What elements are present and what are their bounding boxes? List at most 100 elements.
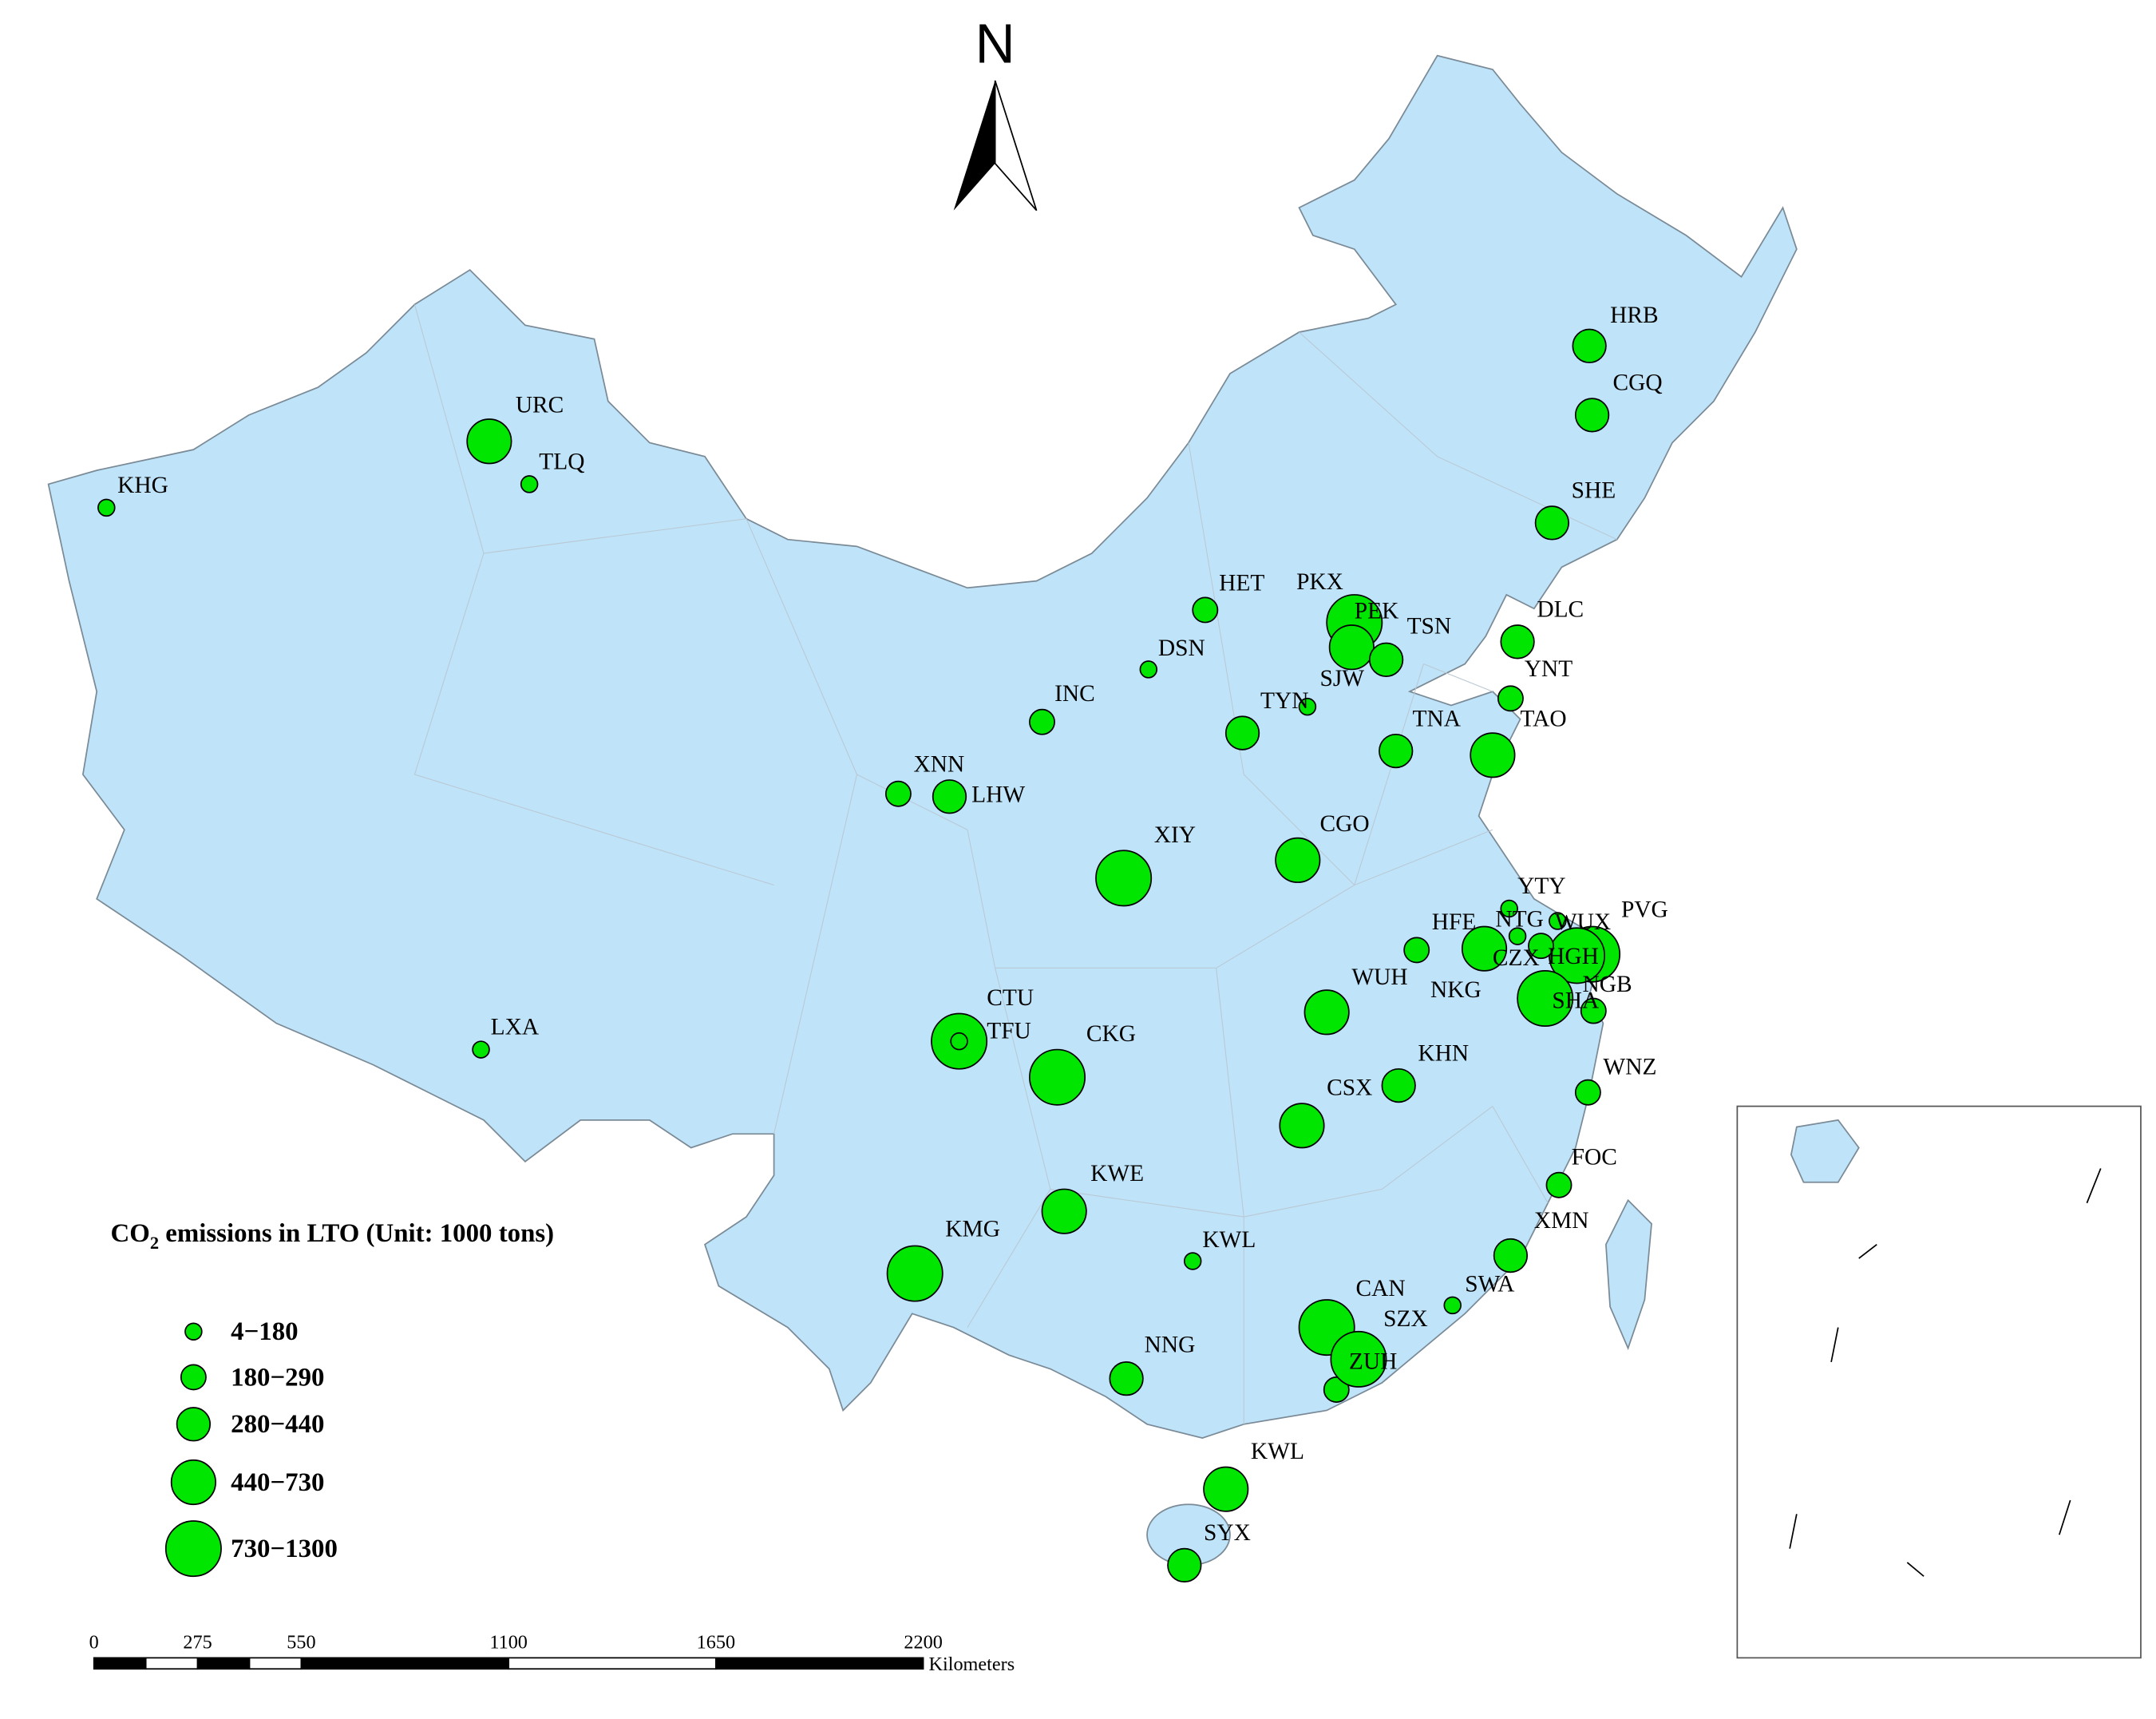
airport-label: CZX — [1493, 945, 1540, 971]
airport-label: LHW — [971, 782, 1025, 808]
airport-marker — [1461, 925, 1508, 972]
legend-label: 280−440 — [231, 1410, 324, 1439]
airport-label: HGH — [1548, 944, 1599, 969]
airport-marker — [1381, 1067, 1416, 1103]
airport-marker — [1029, 1048, 1086, 1106]
airport-label: HET — [1219, 571, 1264, 596]
airport-marker — [1095, 850, 1153, 907]
airport-label: CGO — [1319, 811, 1369, 837]
airport-marker — [1493, 1238, 1529, 1273]
airport-marker — [1323, 1376, 1350, 1403]
basemap — [47, 54, 2142, 1659]
scale-tick-label: 0 — [89, 1631, 99, 1653]
airport-label: CSX — [1327, 1075, 1372, 1101]
airport-label: YTY — [1517, 873, 1565, 899]
airport-label: TYN — [1260, 688, 1308, 714]
taiwan — [1605, 1198, 1652, 1350]
scale-segment — [508, 1657, 717, 1670]
airport-label: YNT — [1525, 656, 1572, 682]
airport-label: CTU — [987, 985, 1034, 1011]
airport-label: CGQ — [1613, 370, 1663, 396]
airport-label: LXA — [491, 1015, 540, 1040]
legend-label: 440−730 — [231, 1468, 324, 1497]
inset-frame — [1736, 1105, 2142, 1659]
airport-label: SHE — [1572, 478, 1616, 504]
legend-title-part: CO — [111, 1219, 150, 1248]
airport-marker — [884, 780, 912, 807]
province-borders — [413, 304, 1617, 1424]
airport-label: TSN — [1407, 613, 1452, 639]
airports: HRB CGQ SHE URC TLQ KHG HET PKX PEK TSN SJW TYN DLC D… — [97, 303, 1668, 1583]
scale-tick-label: 1100 — [489, 1631, 528, 1653]
legend-symbol — [176, 1407, 212, 1442]
airport-marker — [1328, 624, 1375, 671]
legend-symbol — [180, 1364, 207, 1391]
airport-label: WNZ — [1603, 1055, 1656, 1080]
airport-label: PVG — [1621, 897, 1668, 922]
legend-title-sub: 2 — [150, 1233, 159, 1253]
inset-hainan — [1790, 1119, 1860, 1183]
airport-label: SYX — [1204, 1520, 1251, 1546]
airport-marker — [1500, 624, 1535, 659]
airport-marker — [1041, 1188, 1087, 1234]
scale-segment — [248, 1657, 303, 1670]
airport-label: WUH — [1351, 964, 1407, 990]
airport-marker — [1545, 1171, 1572, 1198]
north-arrow: N — [953, 12, 1038, 212]
legend-symbol — [184, 1322, 203, 1341]
airport-marker — [466, 418, 512, 465]
airport-marker — [950, 1032, 968, 1051]
airport-marker — [1203, 1466, 1249, 1512]
airport-label: FOC — [1572, 1144, 1617, 1170]
airport-label: NNG — [1145, 1333, 1196, 1358]
airport-label: HFE — [1432, 909, 1477, 935]
airport-marker — [1279, 1103, 1325, 1149]
north-arrow-light — [994, 80, 1038, 212]
airport-label: INC — [1054, 681, 1095, 707]
scale-segment — [144, 1657, 199, 1670]
legend-title-part: emissions in LTO (Unit: 1000 tons) — [159, 1219, 554, 1248]
airport-marker — [520, 475, 539, 493]
airport-marker — [1443, 1296, 1462, 1315]
legend-title: CO2 emissions in LTO (Unit: 1000 tons) — [111, 1219, 555, 1253]
airport-label: KWE — [1090, 1161, 1144, 1186]
airport-marker — [1183, 1252, 1202, 1270]
airport-label: NGB — [1582, 972, 1632, 997]
airport-marker — [97, 498, 116, 517]
airport-label: DLC — [1537, 597, 1584, 623]
airport-marker — [1574, 1079, 1601, 1106]
legend-label: 4−180 — [231, 1317, 298, 1346]
airport-marker — [1574, 398, 1610, 433]
airport-marker — [1528, 933, 1554, 960]
airport-marker — [1470, 732, 1516, 778]
airport-marker — [1330, 1330, 1387, 1388]
legend-symbol — [170, 1459, 216, 1506]
airport-label: KWL — [1251, 1439, 1304, 1464]
airport-marker — [1534, 505, 1570, 541]
airport-label: SHA — [1552, 988, 1600, 1014]
airport-marker — [932, 779, 967, 814]
scale-segment — [300, 1657, 510, 1670]
airport-marker — [886, 1245, 943, 1302]
airport-label: PKX — [1296, 569, 1343, 595]
airport-label: KHN — [1418, 1040, 1469, 1066]
legend-label: 180−290 — [231, 1363, 324, 1392]
airport-label: XIY — [1154, 822, 1196, 848]
airport-marker — [1298, 697, 1317, 716]
legend: CO2 emissions in LTO (Unit: 1000 tons) 4… — [111, 1219, 555, 1578]
scale-segment — [715, 1657, 924, 1670]
china-outline — [47, 54, 1798, 1439]
airport-label: KHG — [117, 473, 168, 498]
airport-marker — [1403, 937, 1430, 964]
airport-marker — [1029, 708, 1055, 735]
airport-label: HRB — [1610, 303, 1659, 328]
airport-label: KWL — [1202, 1227, 1256, 1253]
scale-segment — [196, 1657, 251, 1670]
scale-tick-label: 550 — [287, 1631, 315, 1653]
airport-marker — [472, 1040, 490, 1059]
north-arrow-dark — [953, 80, 995, 211]
airport-marker — [1167, 1547, 1202, 1583]
airport-marker — [1572, 328, 1607, 363]
airport-label: SZX — [1383, 1306, 1428, 1332]
